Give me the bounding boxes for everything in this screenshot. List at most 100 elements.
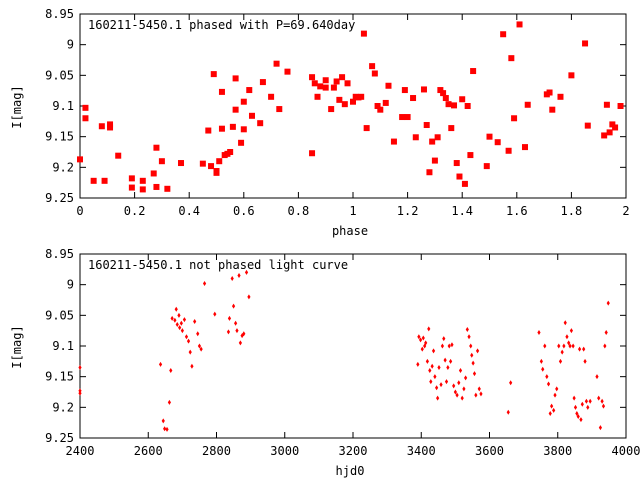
- phased-data-point: [257, 120, 264, 127]
- unphased-data-point: [165, 426, 169, 432]
- unphased-data-point: [424, 340, 428, 346]
- unphased-x-tick-label: 3600: [475, 444, 504, 458]
- phased-data-point: [426, 169, 433, 176]
- unphased-data-point: [158, 361, 163, 367]
- phased-data-point: [276, 106, 283, 113]
- unphased-data-point: [416, 361, 420, 367]
- phased-data-point: [205, 127, 212, 134]
- phased-data-point: [178, 160, 185, 167]
- unphased-data-point: [197, 343, 202, 349]
- unphased-data-point: [170, 315, 174, 321]
- phased-data-point: [107, 121, 114, 128]
- unphased-data-point: [586, 404, 590, 410]
- unphased-data-point: [541, 366, 545, 372]
- phased-data-point: [546, 89, 553, 96]
- unphased-data-point: [552, 407, 556, 413]
- phased-data-point: [344, 80, 351, 87]
- phased-data-point: [284, 68, 291, 75]
- unphased-data-point: [565, 334, 569, 340]
- phased-data-point: [213, 169, 220, 176]
- phased-data-point: [440, 90, 447, 97]
- unphased-data-point: [238, 340, 242, 346]
- phased-data-point: [232, 106, 239, 113]
- unphased-data-point: [247, 294, 251, 300]
- phased-data-point: [456, 173, 463, 180]
- phased-x-tick-label: 1.8: [561, 204, 583, 218]
- unphased-data-point: [431, 348, 436, 354]
- phased-data-point: [153, 144, 160, 151]
- phased-data-point: [377, 106, 384, 113]
- phased-data-point: [601, 132, 608, 139]
- unphased-data-point: [425, 358, 429, 364]
- phased-y-tick-label: 9.05: [45, 68, 74, 82]
- unphased-data-point: [462, 386, 466, 392]
- phased-data-point: [90, 177, 97, 184]
- phased-data-point: [429, 138, 436, 145]
- unphased-y-tick-label: 9.05: [45, 308, 74, 322]
- unphased-data-point: [429, 379, 433, 385]
- phased-data-point: [420, 86, 427, 93]
- unphased-data-point: [545, 374, 549, 380]
- phased-x-tick-label: 1.2: [397, 204, 419, 218]
- unphased-data-point: [577, 346, 582, 352]
- phased-data-point: [505, 147, 512, 154]
- unphased-data-point: [417, 334, 421, 340]
- phased-data-point: [350, 98, 356, 105]
- phased-data-point: [483, 163, 490, 170]
- phased-data-point: [374, 103, 381, 109]
- unphased-data-point: [550, 403, 554, 409]
- unphased-x-tick-label: 2600: [134, 444, 163, 458]
- phased-data-point: [603, 101, 610, 108]
- unphased-data-point: [469, 343, 473, 349]
- unphased-data-point: [562, 343, 566, 349]
- unphased-data-point: [470, 352, 474, 358]
- phased-data-point: [521, 144, 528, 151]
- phased-light-curve-panel: 160211-5450.1 phased with P=69.640day I[…: [10, 7, 630, 238]
- phased-data-point: [363, 125, 370, 132]
- unphased-data-point: [446, 364, 450, 370]
- phased-data-point: [98, 123, 105, 130]
- phased-data-point: [210, 71, 217, 78]
- unphased-data-point: [598, 425, 603, 431]
- unphased-y-tick-label: 9.15: [45, 370, 74, 384]
- unphased-data-point: [443, 357, 447, 363]
- phased-data-point: [330, 84, 337, 91]
- unphased-data-point: [579, 417, 583, 423]
- unphased-data-point: [548, 410, 552, 416]
- phased-x-axis-label: phase: [332, 224, 368, 238]
- phased-data-point: [470, 68, 477, 75]
- unphased-data-point: [423, 343, 427, 349]
- unphased-data-point: [78, 390, 82, 396]
- unphased-data-point: [244, 269, 249, 275]
- unphased-data-point: [235, 328, 239, 334]
- phased-data-point: [139, 177, 146, 184]
- phased-data-point: [82, 104, 89, 111]
- unphased-data-point: [226, 329, 231, 335]
- phased-x-tick-label: 0.4: [178, 204, 200, 218]
- phased-data-point: [410, 95, 417, 102]
- phased-data-point: [369, 63, 376, 70]
- unphased-data-point: [173, 317, 177, 323]
- phased-data-point: [309, 74, 316, 81]
- unphased-x-tick-label: 3400: [407, 444, 436, 458]
- unphased-data-point: [188, 349, 192, 355]
- unphased-data-point: [571, 343, 575, 349]
- phased-x-tick-label: 1: [349, 204, 356, 218]
- unphased-data-point: [475, 348, 480, 354]
- phased-data-point: [360, 30, 367, 37]
- phased-plot-title: 160211-5450.1 phased with P=69.640day: [88, 18, 355, 32]
- unphased-x-tick-label: 3800: [543, 444, 572, 458]
- unphased-data-point: [213, 311, 217, 317]
- phased-data-point: [153, 183, 160, 190]
- phased-data-point: [404, 114, 411, 121]
- unphased-plot-title: 160211-5450.1 not phased light curve: [88, 258, 348, 272]
- unphased-data-point: [163, 426, 167, 432]
- unphased-data-point: [174, 306, 178, 312]
- phased-data-point: [240, 98, 247, 105]
- phased-data-point: [128, 184, 135, 191]
- phased-data-point: [358, 93, 365, 100]
- phased-data-point: [128, 175, 135, 182]
- phased-data-point: [248, 112, 255, 119]
- phased-data-point: [107, 124, 114, 131]
